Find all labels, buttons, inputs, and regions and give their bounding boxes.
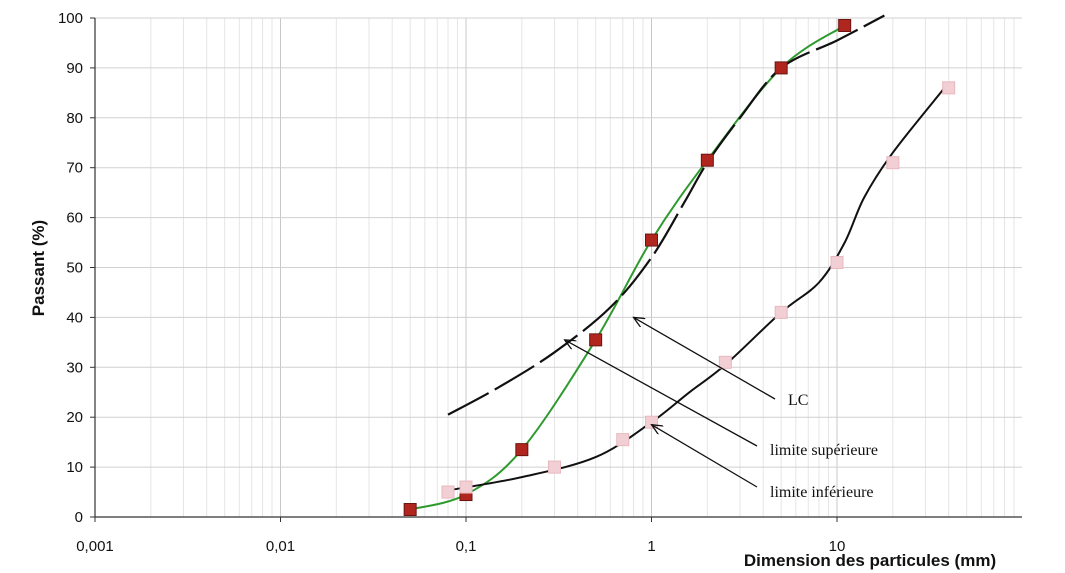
y-tick-label: 60 — [66, 210, 83, 227]
x-tick-label: 10 — [829, 538, 846, 555]
y-tick-label: 90 — [66, 60, 83, 77]
y-tick-label: 70 — [66, 160, 83, 177]
data-point-series-0 — [838, 18, 852, 32]
annotation-arrow-2 — [652, 425, 758, 488]
data-point-series-2 — [830, 256, 844, 270]
x-tick-label: 0,001 — [76, 538, 114, 555]
data-point-series-2 — [548, 460, 562, 474]
x-tick-label: 0,01 — [266, 538, 295, 555]
plot-axes — [90, 17, 1022, 522]
series-line-2 — [452, 87, 946, 491]
annotation-arrow-1 — [565, 340, 758, 447]
series-markers — [403, 18, 956, 517]
x-tick-label: 0,1 — [456, 538, 477, 555]
data-point-series-2 — [459, 480, 473, 494]
data-point-series-2 — [718, 355, 732, 369]
x-axis-title: Dimension des particules (mm) — [744, 551, 996, 570]
series-line-1 — [447, 14, 885, 416]
data-point-series-2 — [645, 415, 658, 429]
y-tick-label: 100 — [58, 10, 83, 27]
tick-labels: 0 10 20 30 40 50 60 70 80 90 100 0,001 0,01 0,1 1 10 — [58, 10, 845, 555]
data-point-series-0 — [589, 333, 603, 347]
data-point-series-0 — [774, 61, 788, 75]
series-lines — [409, 14, 946, 511]
data-point-series-0 — [645, 233, 658, 247]
y-tick-label: 40 — [66, 309, 83, 326]
annotation-arrows — [565, 317, 776, 488]
plot-grid — [94, 17, 1022, 518]
annotation-label-limite-inferieure: limite inférieure — [770, 484, 874, 501]
annotation-arrow-0 — [634, 317, 776, 400]
y-tick-label: 30 — [66, 359, 83, 376]
annotation-label-limite-superieure: limite supérieure — [770, 442, 878, 459]
data-point-series-2 — [616, 433, 630, 447]
y-tick-label: 10 — [66, 459, 83, 476]
data-point-series-2 — [441, 485, 455, 499]
data-point-series-2 — [886, 156, 900, 170]
y-axis-title: Passant (%) — [29, 220, 48, 316]
y-tick-label: 80 — [66, 110, 83, 127]
data-point-series-2 — [774, 305, 788, 319]
annotation-label-lc: LC — [788, 392, 808, 409]
data-point-series-2 — [942, 81, 956, 95]
y-tick-label: 0 — [75, 509, 83, 526]
data-point-series-0 — [515, 443, 529, 457]
y-tick-label: 20 — [66, 409, 83, 426]
data-point-series-0 — [700, 153, 714, 167]
y-tick-label: 50 — [66, 260, 83, 277]
data-point-series-0 — [403, 503, 417, 517]
x-tick-label: 1 — [647, 538, 655, 555]
